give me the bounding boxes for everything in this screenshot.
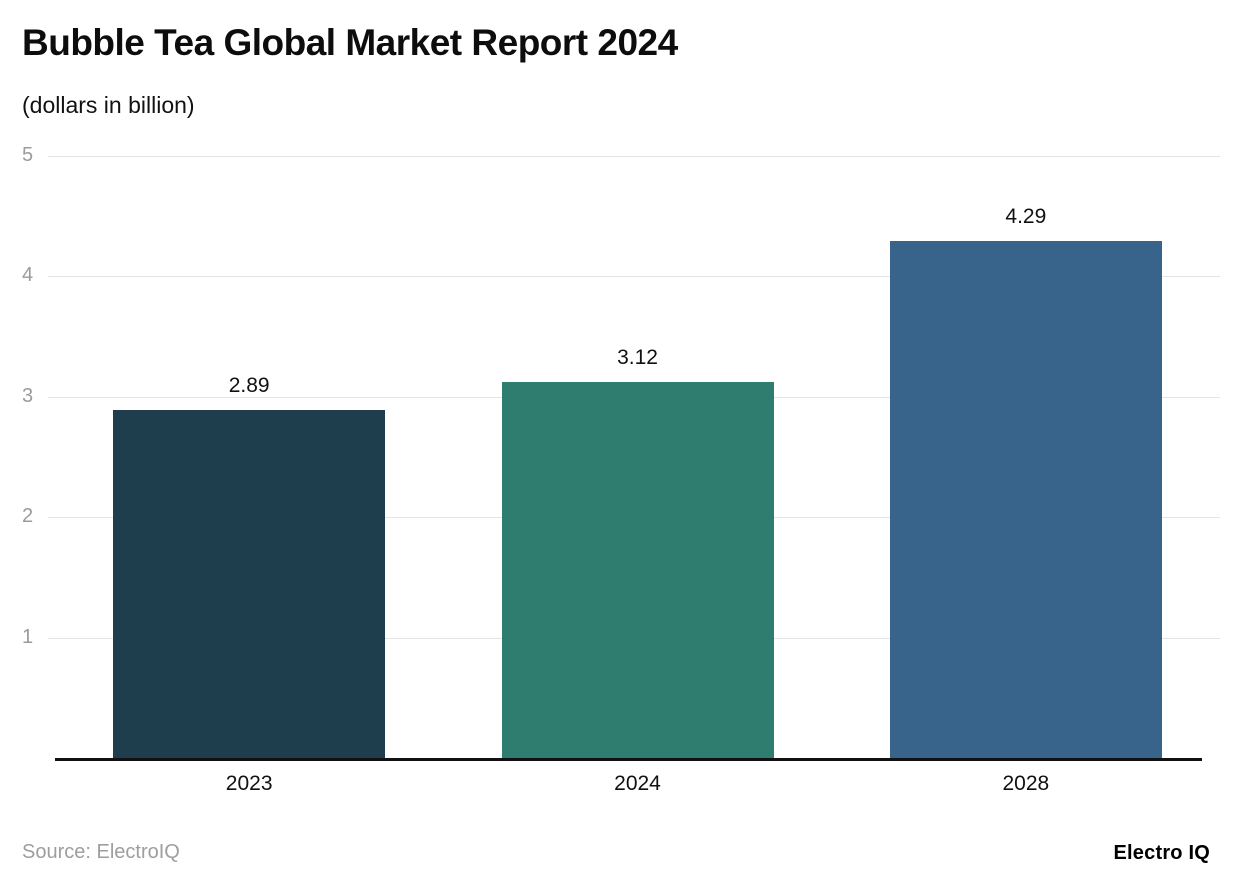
- gridline-4: [48, 276, 1220, 278]
- chart-subtitle: (dollars in billion): [22, 92, 195, 118]
- value-label-2024: 3.12: [617, 346, 658, 370]
- bar-2023: [113, 410, 386, 758]
- x-tick-label-2024: 2024: [614, 772, 661, 795]
- gridline-5: [48, 156, 1220, 157]
- chart: 1 2 3 4 5 2.89 2023 3.12 2024 4.29 2028: [0, 140, 1240, 820]
- bar-2028: [889, 241, 1162, 758]
- value-label-2023: 2.89: [228, 374, 270, 398]
- bar-2024: [501, 382, 774, 758]
- y-tick-label-2: 2: [22, 505, 34, 528]
- chart-title: Bubble Tea Global Market Report 2024: [22, 22, 678, 63]
- x-tick-label-2028: 2028: [1002, 772, 1050, 795]
- value-label-2028: 4.29: [1005, 205, 1047, 229]
- x-axis-line: [55, 758, 1202, 761]
- source-text: Source: ElectroIQ: [22, 841, 180, 863]
- y-tick-label-3: 3: [22, 384, 34, 407]
- y-tick-label-1: 1: [22, 625, 34, 648]
- x-tick-label-2023: 2023: [225, 772, 273, 795]
- brand-logo: Electro IQ: [1113, 842, 1210, 864]
- y-tick-label-5: 5: [22, 144, 34, 166]
- y-tick-label-4: 4: [22, 264, 34, 287]
